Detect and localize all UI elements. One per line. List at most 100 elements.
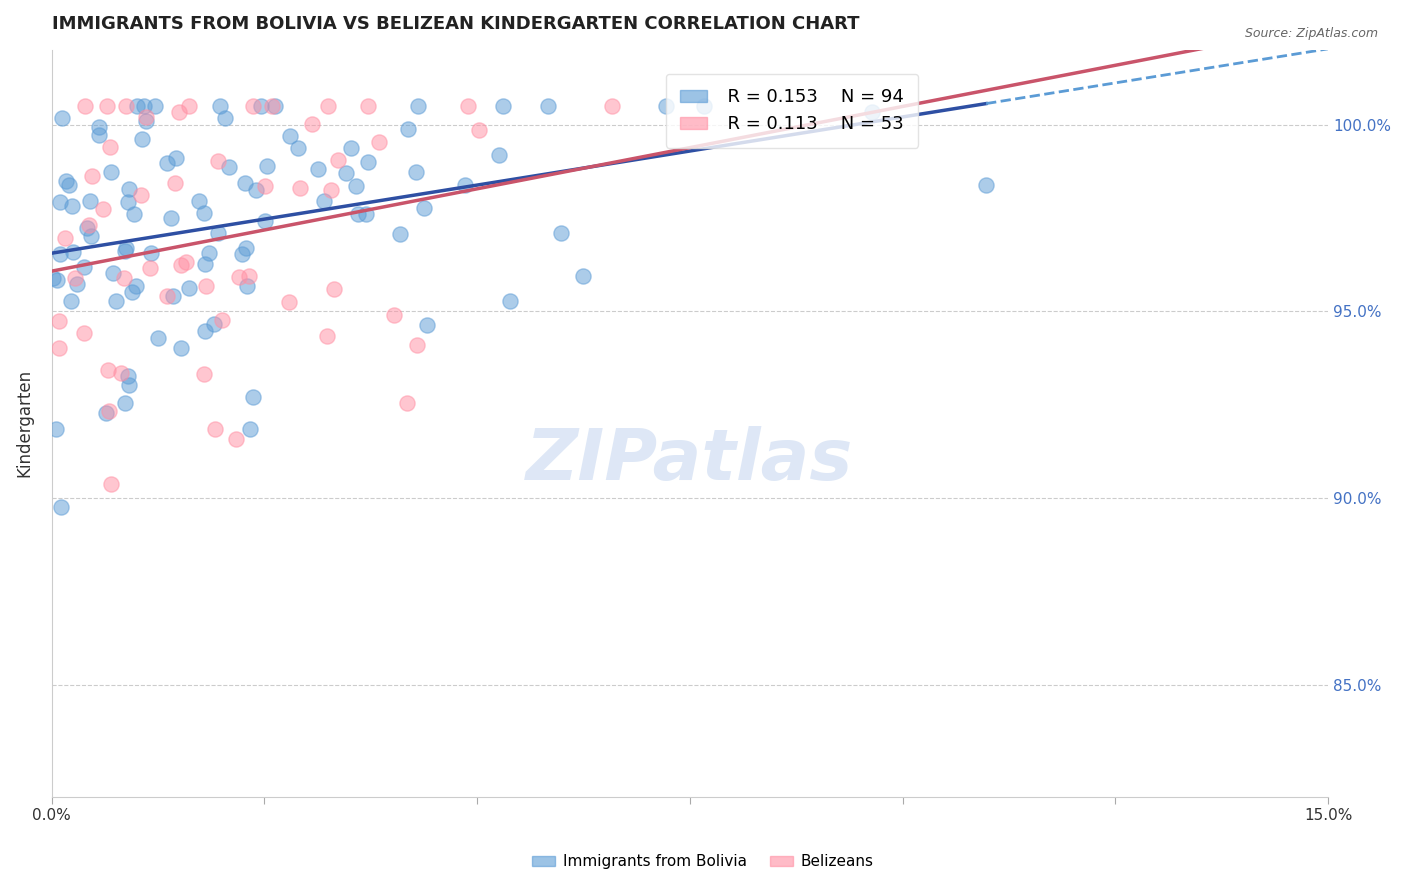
Belizeans (170, 258, 193, 272)
Belizeans (97, 362, 120, 376)
Immigrants from Bolivia (41, 270, 63, 285)
Belizeans (139, 261, 162, 276)
Immigrants from Bolivia (250, 99, 273, 113)
Immigrants from Bolivia (58, 178, 80, 192)
Immigrants from Bolivia (245, 183, 267, 197)
Immigrants from Bolivia (80, 228, 103, 243)
Immigrants from Bolivia (49, 500, 72, 515)
Immigrants from Bolivia (347, 207, 370, 221)
Immigrants from Bolivia (114, 396, 136, 410)
Immigrants from Bolivia (308, 161, 330, 176)
Immigrants from Bolivia (170, 341, 193, 355)
Belizeans (96, 99, 118, 113)
Immigrants from Bolivia (406, 99, 429, 113)
Immigrants from Bolivia (118, 182, 141, 196)
Belizeans (326, 153, 349, 167)
Belizeans (48, 313, 70, 327)
Immigrants from Bolivia (165, 151, 187, 165)
Belizeans (238, 268, 260, 283)
Immigrants from Bolivia (655, 99, 678, 113)
Immigrants from Bolivia (312, 194, 335, 208)
Immigrants from Bolivia (194, 324, 217, 338)
Text: Source: ZipAtlas.com: Source: ZipAtlas.com (1244, 27, 1378, 40)
Immigrants from Bolivia (94, 406, 117, 420)
Belizeans (80, 169, 103, 183)
Immigrants from Bolivia (117, 369, 139, 384)
Immigrants from Bolivia (87, 120, 110, 135)
Belizeans (156, 288, 179, 302)
Immigrants from Bolivia (55, 174, 77, 188)
Belizeans (253, 178, 276, 193)
Immigrants from Bolivia (49, 247, 72, 261)
Immigrants from Bolivia (537, 99, 560, 113)
Immigrants from Bolivia (572, 268, 595, 283)
Immigrants from Bolivia (550, 226, 572, 240)
Immigrants from Bolivia (79, 194, 101, 208)
Belizeans (262, 99, 284, 113)
Immigrants from Bolivia (117, 377, 139, 392)
Immigrants from Bolivia (339, 141, 361, 155)
Legend:   R = 0.153    N = 94,   R = 0.113    N = 53: R = 0.153 N = 94, R = 0.113 N = 53 (665, 74, 918, 148)
Belizeans (167, 104, 190, 119)
Belizeans (225, 432, 247, 446)
Belizeans (77, 218, 100, 232)
Immigrants from Bolivia (122, 206, 145, 220)
Immigrants from Bolivia (242, 391, 264, 405)
Belizeans (72, 326, 94, 341)
Immigrants from Bolivia (46, 273, 69, 287)
Belizeans (135, 110, 157, 124)
Belizeans (405, 338, 427, 352)
Immigrants from Bolivia (354, 207, 377, 221)
Belizeans (129, 187, 152, 202)
Immigrants from Bolivia (239, 422, 262, 436)
Belizeans (316, 99, 339, 113)
Immigrants from Bolivia (254, 213, 277, 227)
Immigrants from Bolivia (62, 244, 84, 259)
Immigrants from Bolivia (236, 278, 259, 293)
Immigrants from Bolivia (207, 226, 229, 240)
Belizeans (193, 368, 215, 382)
Immigrants from Bolivia (454, 178, 477, 192)
Belizeans (207, 154, 229, 169)
Belizeans (357, 99, 380, 113)
Immigrants from Bolivia (45, 422, 67, 436)
Belizeans (382, 308, 405, 322)
Immigrants from Bolivia (177, 281, 200, 295)
Belizeans (457, 99, 479, 113)
Immigrants from Bolivia (115, 241, 138, 255)
Belizeans (177, 99, 200, 113)
Legend: Immigrants from Bolivia, Belizeans: Immigrants from Bolivia, Belizeans (526, 848, 880, 875)
Immigrants from Bolivia (693, 99, 716, 113)
Immigrants from Bolivia (193, 205, 215, 219)
Immigrants from Bolivia (231, 247, 253, 261)
Belizeans (63, 271, 86, 285)
Immigrants from Bolivia (66, 277, 89, 291)
Immigrants from Bolivia (194, 257, 217, 271)
Immigrants from Bolivia (860, 105, 883, 120)
Immigrants from Bolivia (388, 227, 411, 242)
Immigrants from Bolivia (162, 289, 184, 303)
Belizeans (73, 99, 96, 113)
Immigrants from Bolivia (146, 331, 169, 345)
Belizeans (323, 282, 346, 296)
Belizeans (112, 271, 135, 285)
Immigrants from Bolivia (160, 211, 183, 226)
Immigrants from Bolivia (209, 99, 232, 113)
Immigrants from Bolivia (114, 244, 136, 259)
Immigrants from Bolivia (499, 293, 522, 308)
Immigrants from Bolivia (103, 266, 125, 280)
Immigrants from Bolivia (412, 201, 434, 215)
Immigrants from Bolivia (141, 245, 163, 260)
Immigrants from Bolivia (488, 148, 510, 162)
Belizeans (174, 254, 197, 268)
Immigrants from Bolivia (100, 165, 122, 179)
Text: ZIPatlas: ZIPatlas (526, 426, 853, 495)
Belizeans (53, 231, 76, 245)
Immigrants from Bolivia (204, 317, 226, 331)
Immigrants from Bolivia (256, 159, 278, 173)
Belizeans (278, 295, 301, 310)
Belizeans (115, 99, 138, 113)
Immigrants from Bolivia (416, 318, 439, 332)
Immigrants from Bolivia (214, 111, 236, 125)
Immigrants from Bolivia (405, 165, 427, 179)
